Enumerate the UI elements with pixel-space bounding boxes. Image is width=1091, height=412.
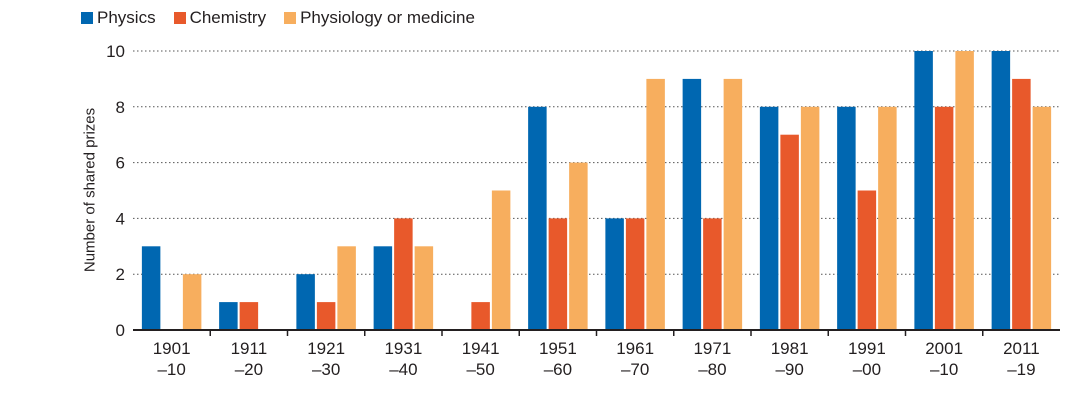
bar-physiology-or-medicine-1971: [723, 78, 743, 331]
bar-physics-1951: [528, 106, 547, 330]
bar-physiology-or-medicine-1991: [878, 106, 897, 330]
bar-physics-2001: [914, 51, 933, 330]
x-tick-label: –30: [312, 360, 340, 379]
x-tick-label: 1901: [153, 339, 191, 358]
y-tick-label: 8: [116, 98, 125, 117]
bar-chemistry-2011: [1012, 78, 1031, 331]
x-tick-label: –10: [930, 360, 958, 379]
bar-chemistry-1911: [239, 302, 259, 330]
x-tick-label: –80: [698, 360, 726, 379]
bar-physics-1921: [296, 274, 315, 330]
legend-label-physiology: Physiology or medicine: [300, 8, 475, 27]
bar-physics-1981: [759, 106, 779, 330]
bar-physics-2011: [991, 51, 1011, 330]
x-tick-label: 1971: [693, 339, 731, 358]
bar-physiology-or-medicine-1941: [491, 190, 511, 330]
bar-physiology-or-medicine-1901: [182, 274, 202, 330]
legend-item-chemistry: Chemistry: [173, 8, 267, 28]
bar-physics-1971: [682, 78, 702, 331]
bar-physiology-or-medicine-2011: [1032, 106, 1052, 330]
y-tick-label: 4: [116, 209, 125, 228]
bar-chemistry-1951: [548, 218, 568, 330]
x-tick-label: 1951: [539, 339, 577, 358]
legend-label-physics: Physics: [97, 8, 156, 27]
y-tick-label: 0: [116, 321, 125, 340]
bar-physics-1911: [219, 302, 238, 330]
bar-chemistry-1931: [394, 218, 413, 330]
y-tick-label: 10: [106, 42, 125, 61]
bar-physiology-or-medicine-1961: [646, 78, 665, 331]
x-tick-label: 1911: [231, 339, 268, 358]
bar-chemistry-1991: [857, 190, 877, 330]
legend: Physics Chemistry Physiology or medicine: [81, 8, 493, 28]
legend-item-physiology: Physiology or medicine: [284, 8, 475, 28]
x-tick-label: –20: [235, 360, 263, 379]
bar-chemistry-1971: [703, 218, 722, 330]
legend-swatch-physiology: [284, 12, 297, 24]
x-tick-label: –90: [775, 360, 803, 379]
bar-chemistry-1981: [780, 134, 799, 330]
bar-physiology-or-medicine-1921: [337, 246, 356, 330]
x-tick-label: –10: [157, 360, 185, 379]
legend-item-physics: Physics: [81, 8, 156, 28]
bar-physics-1991: [837, 106, 856, 330]
x-tick-label: –40: [389, 360, 417, 379]
bar-physics-1931: [373, 246, 393, 330]
bar-chemistry-1941: [471, 302, 490, 330]
x-tick-label: 1931: [384, 339, 422, 358]
bar-physiology-or-medicine-1931: [414, 246, 434, 330]
y-tick-label: 2: [116, 265, 125, 284]
legend-label-chemistry: Chemistry: [189, 8, 267, 27]
bar-physiology-or-medicine-1981: [800, 106, 820, 330]
bar-chemistry-1961: [625, 218, 645, 330]
x-tick-label: 1941: [462, 339, 500, 358]
x-tick-label: –19: [1007, 360, 1035, 379]
bar-chemistry-2001: [934, 106, 954, 330]
x-tick-label: 2001: [925, 339, 963, 358]
bar-chemistry-1921: [316, 302, 336, 330]
legend-swatch-chemistry: [173, 12, 186, 24]
x-tick-label: –00: [853, 360, 881, 379]
x-tick-label: 1981: [771, 339, 809, 358]
x-tick-label: –60: [544, 360, 572, 379]
bar-physiology-or-medicine-2001: [955, 51, 974, 330]
x-tick-label: –70: [621, 360, 649, 379]
legend-swatch-physics: [81, 12, 93, 24]
x-tick-label: 1921: [307, 339, 345, 358]
x-tick-label: 2011: [1003, 339, 1040, 358]
x-tick-label: –50: [466, 360, 494, 379]
bar-physics-1961: [605, 218, 624, 330]
y-tick-label: 6: [116, 154, 125, 173]
bar-physiology-or-medicine-1951: [569, 162, 588, 330]
x-tick-label: 1991: [848, 339, 886, 358]
x-tick-label: 1961: [616, 339, 654, 358]
bar-physics-1901: [141, 246, 161, 330]
